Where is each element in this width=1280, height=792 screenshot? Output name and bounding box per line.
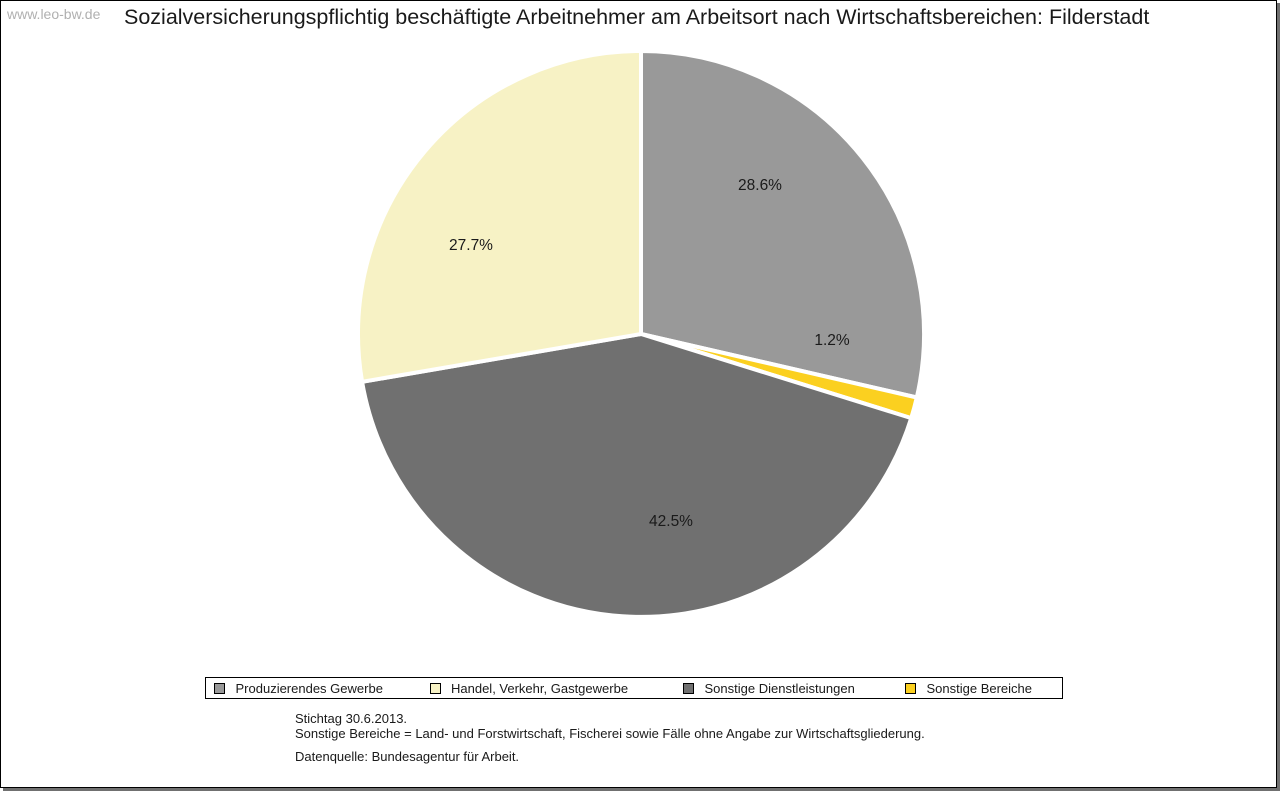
svg-text:28.6%: 28.6% [738,177,782,194]
svg-text:42.5%: 42.5% [649,513,693,530]
svg-text:1.2%: 1.2% [814,332,850,349]
svg-text:27.7%: 27.7% [449,237,493,254]
